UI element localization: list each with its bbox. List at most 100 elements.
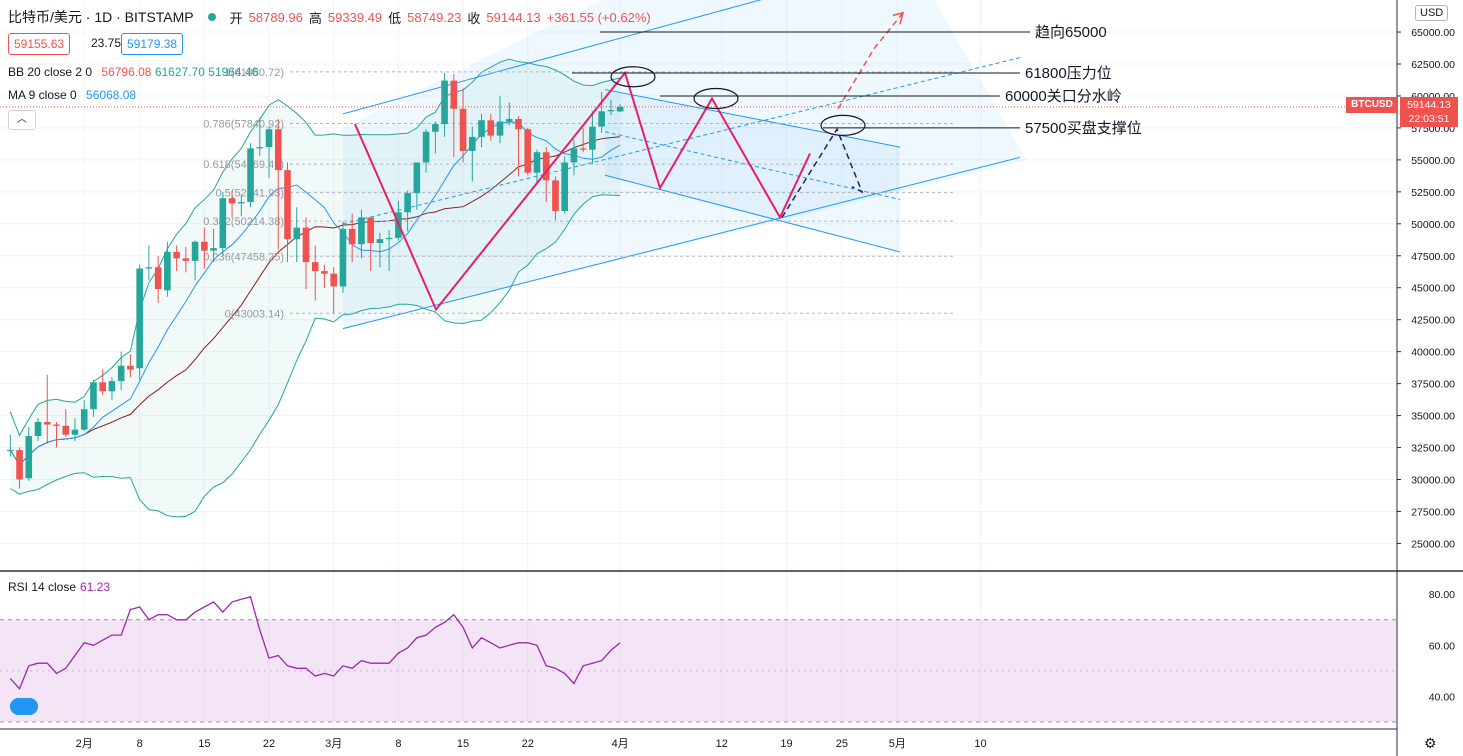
candle [570, 139, 578, 176]
candle-body [561, 162, 568, 212]
candle [99, 369, 106, 396]
price-tick-label: 42500.00 [1411, 315, 1455, 327]
candle-body [496, 121, 504, 136]
fib-level-label: 0.786(57840.92) [203, 119, 284, 131]
rsi-value: 61.23 [80, 580, 111, 594]
candle-body [265, 129, 273, 148]
candle-body [34, 421, 42, 437]
candle [145, 245, 153, 281]
candle [7, 434, 14, 457]
price-tick-label: 65000.00 [1411, 27, 1455, 39]
ma-legend[interactable]: MA 9 close 0 56068.08 [8, 88, 136, 102]
candle [71, 418, 79, 442]
desc-upper-line [604, 89, 901, 148]
candle-body [570, 148, 578, 163]
candle [515, 116, 522, 177]
time-tick-label: 3月 [325, 738, 342, 750]
time-axis: 2月 8 15 22 3月 8 15 22 4月 12 19 25 5月 10 [76, 738, 987, 750]
candle [339, 221, 347, 293]
candle-body [25, 436, 33, 479]
candle-body [145, 267, 153, 269]
candle [80, 400, 88, 431]
candle [108, 377, 116, 401]
candle-body [274, 129, 282, 171]
candle [487, 113, 495, 141]
ma-label: MA 9 close 0 [8, 88, 77, 102]
candle [34, 418, 42, 442]
time-tick-label: 5月 [889, 738, 906, 750]
candle-body [330, 273, 337, 287]
price-tick-label: 27500.00 [1411, 506, 1455, 518]
candle [552, 176, 559, 220]
candle [154, 255, 162, 304]
collapse-legend-button[interactable]: ︿ [8, 110, 36, 130]
candle-body [607, 110, 615, 112]
candles [7, 72, 624, 489]
time-tick-label: 25 [836, 738, 848, 750]
candle-body [552, 180, 559, 212]
time-tick-label: 4月 [612, 738, 629, 750]
candle [376, 232, 384, 268]
bb-legend[interactable]: BB 20 close 2 0 56796.08 61627.70 51964.… [8, 65, 258, 79]
candle [422, 129, 430, 173]
candle-body [589, 126, 596, 150]
candle-body [348, 228, 356, 245]
tradingview-logo-icon[interactable] [10, 698, 38, 715]
sell-price-button[interactable]: 59155.63 [8, 33, 71, 55]
candle [228, 190, 236, 218]
candle-body [201, 241, 208, 251]
candle-body [533, 152, 541, 173]
low-label: 低 [388, 10, 402, 26]
candle [127, 354, 134, 378]
candle [182, 246, 190, 273]
fib-retracement: 1(61880.72) 0.786(57840.92) 0.618(54669.49… [203, 67, 955, 320]
candle-body [302, 227, 310, 263]
fib-level-label: 0.382(50214.38) [203, 216, 284, 228]
rsi-tick-label: 80.00 [1429, 589, 1455, 601]
candle [117, 351, 125, 391]
candle [173, 245, 180, 272]
candle [413, 162, 421, 210]
candle-body [16, 450, 23, 480]
chart-header: 比特币/美元 · 1D · BITSTAMP 开 58789.96 高 59339.… [8, 7, 651, 27]
candle-body [284, 170, 291, 240]
candle-body [228, 198, 236, 204]
grid [0, 0, 1397, 729]
change-value: +361.55 (+0.62%) [546, 9, 651, 25]
gear-icon[interactable]: ⚙ [1424, 735, 1437, 751]
annotation-label: 趋向65000 [1035, 24, 1107, 41]
candle [191, 240, 199, 281]
candle-body [210, 248, 217, 251]
candle [358, 209, 365, 259]
rsi-tick-label: 60.00 [1429, 640, 1455, 652]
price-tick-label: 55000.00 [1411, 155, 1455, 167]
level-circle [610, 66, 656, 88]
candle-body [413, 162, 421, 194]
projection-arrow-line [837, 12, 904, 110]
candle [238, 194, 245, 217]
candle [164, 241, 171, 297]
candle-body [487, 120, 495, 136]
rsi-legend[interactable]: RSI 14 close 61.23 [8, 580, 110, 594]
candle-body [478, 120, 485, 137]
candle-body [62, 425, 70, 435]
buy-price-button[interactable]: 59179.38 [121, 33, 184, 55]
market-status-icon [207, 13, 216, 21]
price-tick-label: 30000.00 [1411, 475, 1455, 487]
candle [53, 421, 60, 448]
candle [432, 121, 439, 154]
symbol-title[interactable]: 比特币/美元 · 1D · BITSTAMP [8, 9, 194, 25]
candle [25, 427, 33, 481]
candle [293, 207, 301, 263]
currency-label[interactable]: USD [1415, 5, 1449, 21]
bb-lower-value: 51964.46 [208, 65, 259, 79]
candle [136, 264, 143, 380]
candle [201, 227, 208, 269]
candle [589, 111, 596, 164]
candle-body [154, 267, 162, 290]
bb-label: BB 20 close 2 0 [8, 65, 93, 79]
candle-body [311, 262, 319, 272]
time-tick-label: 8 [137, 738, 143, 750]
candle [219, 191, 227, 256]
